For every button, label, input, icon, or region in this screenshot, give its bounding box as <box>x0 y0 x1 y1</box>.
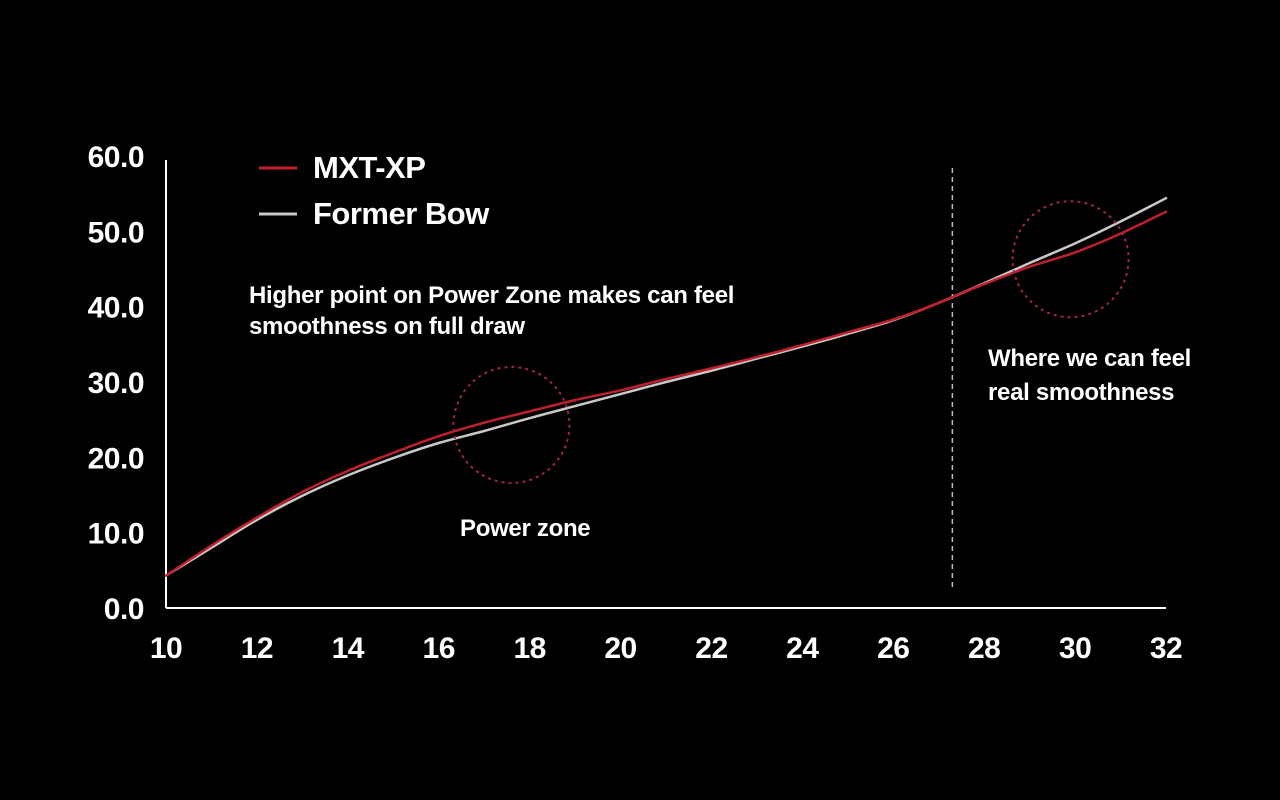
highlight-circle-power-zone <box>452 365 571 484</box>
x-tick-label: 20 <box>604 632 636 665</box>
x-tick-label: 22 <box>695 632 727 665</box>
y-tick-label: 50.0 <box>88 216 144 249</box>
x-tick-label: 10 <box>150 632 182 665</box>
series-line-mxt-xp <box>164 210 1168 577</box>
annotation-power-zone-note-line-1: Higher point on Power Zone makes can fee… <box>249 282 734 309</box>
legend-label-mxt-xp: MXT-XP <box>313 150 425 185</box>
annotation-smoothness-line-2: real smoothness <box>988 379 1174 406</box>
annotation-power-zone-label: Power zone <box>460 515 590 542</box>
y-tick-label: 0.0 <box>104 593 144 626</box>
y-tick-label: 10.0 <box>88 518 144 551</box>
x-tick-label: 14 <box>332 632 365 665</box>
x-tick-label: 12 <box>241 632 273 665</box>
y-tick-label: 30.0 <box>88 367 144 400</box>
legend-item-former-bow: Former Bow <box>259 196 491 231</box>
legend: MXT-XP Former Bow <box>259 150 491 231</box>
series-lines <box>164 196 1168 577</box>
annotations: Higher point on Power Zone makes can fee… <box>249 282 1191 542</box>
highlight-circles <box>452 200 1130 484</box>
legend-item-mxt-xp: MXT-XP <box>259 150 426 185</box>
x-tick-label: 16 <box>423 632 455 665</box>
y-tick-label: 60.0 <box>88 141 144 174</box>
x-tick-label: 26 <box>877 632 909 665</box>
x-tick-label: 28 <box>968 632 1000 665</box>
highlight-circle-smoothness <box>1011 200 1130 319</box>
x-tick-labels: 10 12 14 16 18 20 22 24 26 28 30 32 <box>150 632 1183 665</box>
y-tick-labels: 0.0 10.0 20.0 30.0 40.0 50.0 60.0 <box>88 141 145 626</box>
y-tick-label: 20.0 <box>88 442 144 475</box>
y-tick-label: 40.0 <box>88 292 144 325</box>
series-line-former-bow <box>164 196 1168 577</box>
x-tick-label: 30 <box>1059 632 1091 665</box>
annotation-smoothness-line-1: Where we can feel <box>988 345 1191 372</box>
x-tick-label: 18 <box>513 632 545 665</box>
axes <box>165 160 1166 609</box>
legend-label-former-bow: Former Bow <box>313 196 490 231</box>
annotation-power-zone-note-line-2: smoothness on full draw <box>249 313 525 340</box>
x-tick-label: 24 <box>786 632 819 665</box>
x-tick-label: 32 <box>1150 632 1182 665</box>
